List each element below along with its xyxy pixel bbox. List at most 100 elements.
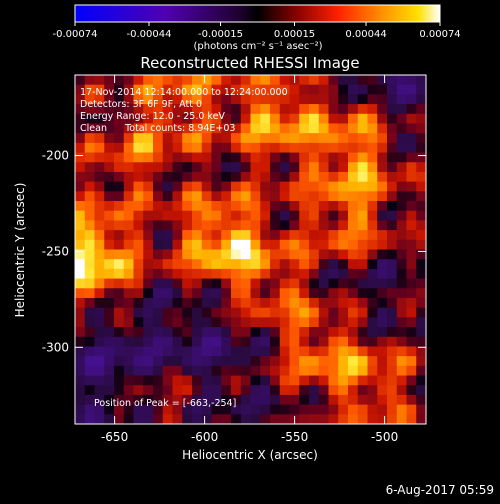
heatmap-cell xyxy=(318,230,329,241)
heatmap-cell xyxy=(221,259,232,270)
heatmap-cell xyxy=(260,142,271,153)
heatmap-cell xyxy=(114,230,125,241)
heatmap-cell xyxy=(240,113,251,124)
heatmap-cell xyxy=(143,346,154,357)
heatmap-cell xyxy=(406,336,417,347)
heatmap-cell xyxy=(94,104,105,115)
heatmap-cell xyxy=(406,365,417,376)
heatmap-cell xyxy=(240,346,251,357)
heatmap-cell xyxy=(182,201,193,212)
heatmap-cell xyxy=(94,297,105,309)
heatmap-cell xyxy=(260,317,271,328)
heatmap-cell xyxy=(75,307,86,318)
colorbar-tick-label: -0.00015 xyxy=(198,29,243,40)
heatmap-cell xyxy=(318,404,329,415)
heatmap-cell xyxy=(416,230,426,241)
y-tick-label: -200 xyxy=(42,149,69,163)
heatmap-cell xyxy=(75,220,86,231)
heatmap-cell xyxy=(377,104,388,115)
heatmap-cell xyxy=(309,162,320,173)
heatmap-cell xyxy=(250,133,261,144)
heatmap-cell xyxy=(367,307,378,318)
heatmap-cell xyxy=(338,336,349,347)
heatmap-cell xyxy=(416,94,426,105)
heatmap-cell xyxy=(377,278,388,289)
heatmap-cell xyxy=(162,191,173,202)
heatmap-cell xyxy=(348,113,359,124)
heatmap-cell xyxy=(133,307,144,318)
heatmap-cell xyxy=(289,230,300,241)
heatmap-cell xyxy=(328,239,339,250)
heatmap-cell xyxy=(250,278,261,289)
heatmap-cell xyxy=(133,133,144,144)
heatmap-cell xyxy=(75,210,86,221)
heatmap-cell xyxy=(114,278,125,289)
heatmap-cell xyxy=(133,297,144,309)
heatmap-cell xyxy=(348,307,359,318)
heatmap-cell xyxy=(406,191,417,202)
heatmap-cell xyxy=(201,239,212,250)
heatmap-cell xyxy=(338,152,349,163)
heatmap-cell xyxy=(348,94,359,105)
heatmap-cell xyxy=(211,75,222,86)
heatmap-cell xyxy=(270,104,281,115)
heatmap-cell xyxy=(279,75,290,86)
heatmap-cell xyxy=(133,375,144,386)
heatmap-cell xyxy=(75,84,86,95)
heatmap-cell xyxy=(367,171,378,183)
heatmap-cell xyxy=(416,201,426,212)
heatmap-cell xyxy=(211,171,222,183)
heatmap-cell xyxy=(318,356,329,367)
heatmap-cell xyxy=(94,142,105,153)
heatmap-cell xyxy=(240,220,251,231)
heatmap-cell xyxy=(221,297,232,309)
heatmap-cell xyxy=(318,259,329,270)
heatmap-cell xyxy=(162,104,173,115)
heatmap-cell xyxy=(153,356,164,367)
heatmap-cell xyxy=(416,414,426,424)
heatmap-cell xyxy=(299,162,310,173)
heatmap-cell xyxy=(143,259,154,270)
heatmap-cell xyxy=(240,404,251,415)
heatmap-cell xyxy=(162,230,173,241)
heatmap-cell xyxy=(299,414,310,424)
heatmap-cell xyxy=(114,249,125,260)
heatmap-cell xyxy=(94,181,105,192)
heatmap-cell xyxy=(104,94,115,105)
heatmap-cell xyxy=(182,142,193,153)
heatmap-cell xyxy=(289,385,300,396)
heatmap-cell xyxy=(94,327,105,338)
heatmap-cell xyxy=(172,210,183,221)
observation-annotations: 17-Nov-2014 12:14:00.000 to 12:24:00.000… xyxy=(80,87,288,134)
heatmap-cell xyxy=(240,414,251,424)
heatmap-cell xyxy=(367,75,378,86)
heatmap-cell xyxy=(387,385,398,396)
heatmap-cell xyxy=(260,394,271,406)
heatmap-cell xyxy=(182,249,193,260)
heatmap-cell xyxy=(231,75,242,86)
heatmap-cell xyxy=(270,75,281,86)
heatmap-cell xyxy=(153,104,164,115)
heatmap-cell xyxy=(387,346,398,357)
heatmap-cell xyxy=(406,317,417,328)
heatmap-cell xyxy=(348,394,359,406)
heatmap-cell xyxy=(348,142,359,153)
heatmap-cell xyxy=(240,375,251,386)
heatmap-cell xyxy=(387,123,398,134)
heatmap-cell xyxy=(192,84,203,95)
heatmap-cell xyxy=(318,104,329,115)
heatmap-cell xyxy=(357,210,368,221)
heatmap-cell xyxy=(104,288,115,299)
heatmap-cell xyxy=(387,133,398,144)
heatmap-cell xyxy=(250,317,261,328)
heatmap-cell xyxy=(309,133,320,144)
heatmap-cell xyxy=(260,84,271,95)
heatmap-cell xyxy=(143,385,154,396)
heatmap-cell xyxy=(387,113,398,124)
heatmap-cell xyxy=(172,191,183,202)
heatmap-cell xyxy=(211,181,222,192)
heatmap-cell xyxy=(114,142,125,153)
heatmap-cell xyxy=(260,181,271,192)
colorbar-unit-label: (photons cm⁻² s⁻¹ asec⁻²) xyxy=(193,41,322,52)
heatmap-cell xyxy=(172,94,183,105)
